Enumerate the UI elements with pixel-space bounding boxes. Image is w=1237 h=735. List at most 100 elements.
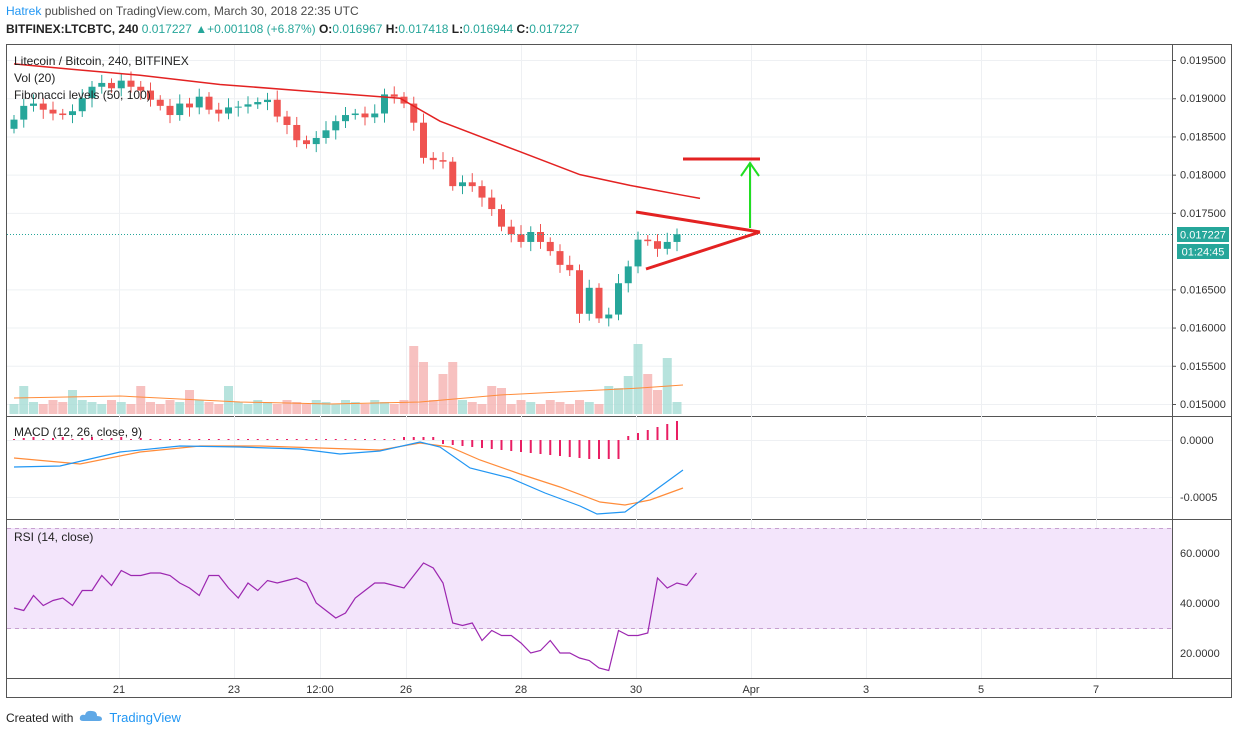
macd-histogram-bar bbox=[393, 439, 396, 440]
candle-body bbox=[556, 251, 564, 265]
low-label: L: bbox=[451, 22, 464, 36]
volume-bar bbox=[204, 402, 214, 414]
y-tick-label: 0.017500 bbox=[1180, 208, 1226, 220]
candle-body bbox=[312, 137, 320, 145]
volume-bar bbox=[497, 388, 506, 414]
volume-bar bbox=[623, 376, 633, 414]
volume-bar bbox=[253, 400, 263, 414]
volume-bar bbox=[97, 404, 107, 414]
candle-body bbox=[30, 103, 37, 106]
x-tick-label: 26 bbox=[400, 684, 412, 696]
volume-bar bbox=[292, 402, 302, 414]
candle-body bbox=[498, 209, 505, 227]
x-tick-label: 28 bbox=[515, 684, 527, 696]
macd-histogram-bar bbox=[539, 440, 542, 454]
macd-histogram-bar bbox=[227, 439, 230, 440]
macd-histogram-bar bbox=[169, 439, 171, 440]
volume-bar bbox=[526, 402, 536, 414]
candle-body bbox=[459, 182, 466, 187]
volume-bar bbox=[126, 404, 136, 414]
volume-bar bbox=[107, 400, 116, 414]
x-tick-label: 23 bbox=[228, 684, 240, 696]
volume-bar bbox=[224, 386, 233, 414]
macd-histogram-bar bbox=[559, 440, 561, 456]
candle-body bbox=[624, 266, 632, 284]
candle-body bbox=[342, 115, 349, 122]
candle-body bbox=[371, 113, 379, 118]
volume-bar bbox=[536, 404, 545, 414]
volume-bar bbox=[77, 400, 87, 414]
candle-body bbox=[644, 239, 652, 242]
macd-histogram-bar bbox=[344, 439, 347, 440]
macd-histogram-bar bbox=[315, 439, 318, 440]
macd-histogram-bar bbox=[529, 440, 532, 453]
rsi-band bbox=[7, 528, 1172, 629]
tradingview-brand-link[interactable]: TradingView bbox=[109, 710, 181, 725]
macd-histogram-bar bbox=[568, 440, 571, 457]
candle-body bbox=[293, 124, 301, 141]
macd-histogram-bar bbox=[617, 440, 620, 459]
volume-bar bbox=[9, 404, 19, 414]
volume-bar bbox=[438, 374, 448, 414]
volume-series bbox=[9, 344, 682, 414]
macd-histogram-bar bbox=[451, 440, 454, 445]
candle-body bbox=[49, 109, 57, 114]
macd-histogram-bar bbox=[412, 437, 415, 440]
candle-body bbox=[390, 94, 398, 97]
open-value: 0.016967 bbox=[332, 22, 383, 36]
candle-body bbox=[59, 113, 67, 116]
candle-body bbox=[410, 103, 418, 123]
macd-histogram-bar bbox=[500, 440, 503, 450]
volume-bar bbox=[360, 404, 370, 414]
axis-labels: 21 23 12:00 26 28 30 Apr 3 5 7 0.019500 0.019000 0.0… bbox=[113, 55, 1226, 696]
candle-body bbox=[478, 186, 486, 198]
y-tick-label: 0.015500 bbox=[1180, 361, 1226, 373]
author-link[interactable]: Hatrek bbox=[6, 4, 42, 18]
macd-histogram-bar bbox=[598, 440, 600, 459]
fib-legend: Fibonacci levels (50, 100) bbox=[14, 88, 151, 102]
candle-body bbox=[39, 103, 47, 110]
candle-body bbox=[88, 86, 96, 99]
macd-histogram-bar bbox=[52, 438, 54, 440]
volume-bar bbox=[477, 404, 487, 414]
volume-bar bbox=[409, 346, 419, 414]
time-badge-bg bbox=[1177, 244, 1229, 259]
candle-body bbox=[20, 105, 28, 120]
created-with-label: Created with bbox=[6, 710, 74, 725]
volume-bar bbox=[565, 404, 575, 414]
candle-body bbox=[546, 241, 554, 252]
volume-bar bbox=[87, 402, 97, 414]
macd-histogram-bar bbox=[588, 440, 591, 459]
macd-histogram-bar bbox=[471, 440, 474, 447]
macd-histogram-bar bbox=[217, 439, 220, 440]
volume-bar bbox=[545, 400, 555, 414]
candle-series bbox=[10, 71, 681, 327]
candle-body bbox=[137, 86, 145, 91]
time-badge: 01:24:45 bbox=[1182, 247, 1225, 259]
macd-histogram-bar bbox=[354, 439, 357, 440]
macd-histogram-bar bbox=[42, 439, 45, 440]
low-value: 0.016944 bbox=[463, 22, 514, 36]
macd-histogram-bar bbox=[676, 421, 678, 440]
macd-histogram-bar bbox=[159, 439, 162, 440]
macd-histogram-bar bbox=[607, 440, 610, 459]
macd-histogram-bar bbox=[237, 439, 240, 440]
candle-body bbox=[449, 161, 457, 187]
target-arrow-head-icon bbox=[740, 161, 760, 177]
volume-bar bbox=[341, 400, 350, 414]
macd-histogram-bar bbox=[334, 439, 337, 440]
volume-bar bbox=[653, 390, 662, 414]
last-price: 0.017227 bbox=[141, 22, 192, 36]
rsi-line bbox=[13, 562, 697, 672]
candle-body bbox=[273, 99, 281, 117]
volume-ma-line bbox=[13, 384, 684, 405]
volume-bar bbox=[458, 400, 467, 414]
candle-body bbox=[234, 106, 242, 108]
candle-body bbox=[585, 287, 593, 314]
macd-histogram-bar bbox=[247, 439, 249, 440]
macd-histogram-bar bbox=[91, 437, 93, 440]
candle-body bbox=[488, 197, 496, 210]
candle-body bbox=[517, 234, 525, 242]
macd-histogram-bar bbox=[305, 439, 308, 440]
